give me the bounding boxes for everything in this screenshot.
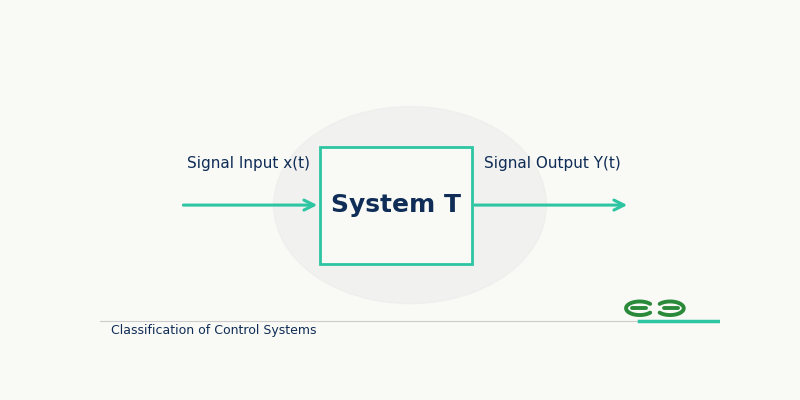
Text: System T: System T: [331, 193, 461, 217]
Bar: [320, 146, 472, 264]
Text: Signal Output Y(t): Signal Output Y(t): [484, 156, 621, 171]
Text: Classification of Control Systems: Classification of Control Systems: [111, 324, 317, 337]
Ellipse shape: [274, 106, 546, 304]
Text: Signal Input x(t): Signal Input x(t): [187, 156, 310, 171]
